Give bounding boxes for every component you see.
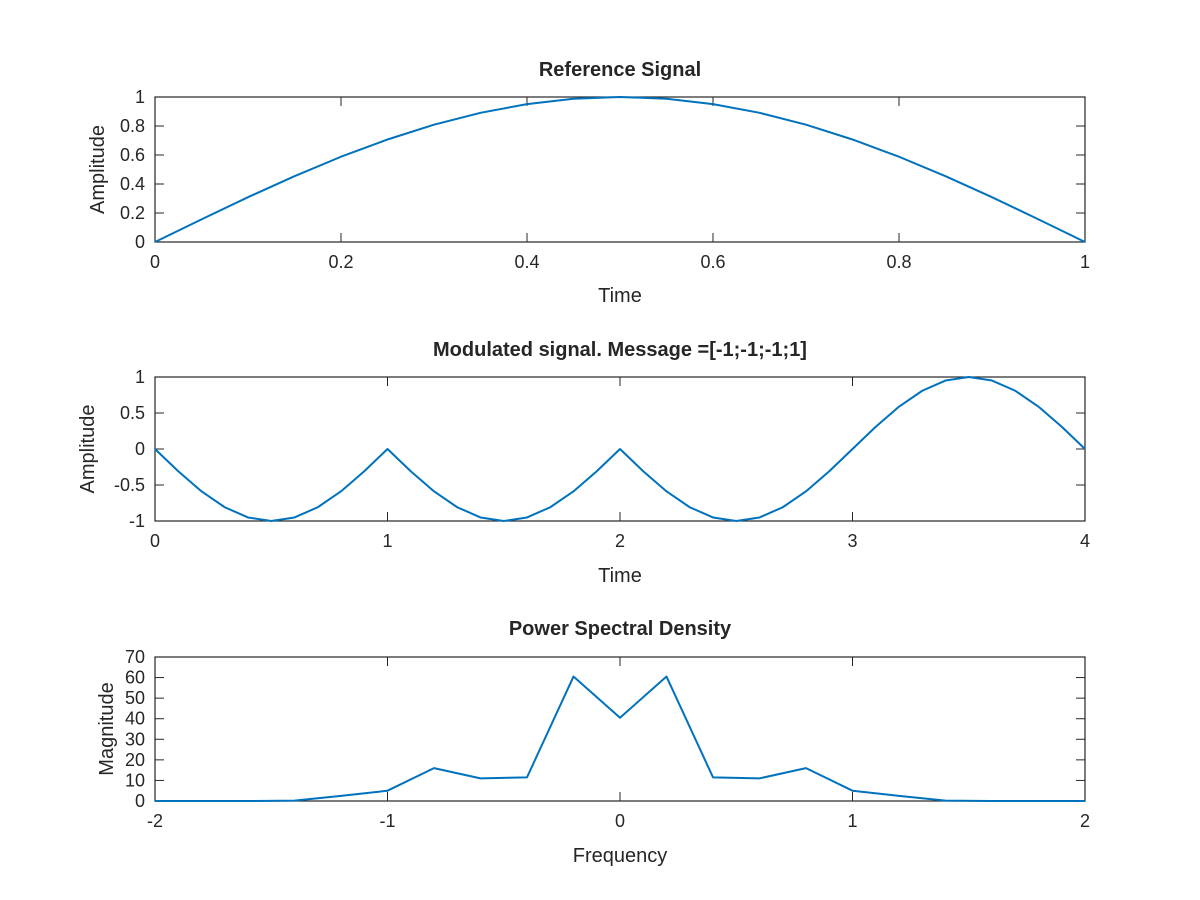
x-tick-label: 0.6	[700, 252, 725, 272]
x-tick-label: 0	[150, 252, 160, 272]
subplot-power-spectral-density: Power Spectral Density -2 -1 0 1 2 010203040…	[96, 618, 1090, 867]
y-tick-label: 0	[135, 439, 145, 459]
x-axis-label: Time	[598, 285, 642, 307]
x-ticks: -2 -1 0 1 2	[147, 657, 1090, 831]
series-line	[154, 376, 1086, 522]
subplot-modulated-signal: Modulated signal. Message =[-1;-1;-1;1] …	[77, 339, 1090, 587]
x-tick-label: -2	[147, 811, 163, 831]
x-ticks: 0 0.2 0.4 0.6 0.8 1	[150, 97, 1090, 272]
x-tick-label: 1	[847, 811, 857, 831]
y-ticks: 0 0.2 0.4 0.6 0.8 1	[120, 87, 1085, 252]
y-tick-label: 60	[125, 668, 145, 688]
y-tick-label: 0.5	[120, 403, 145, 423]
y-tick-label: 1	[135, 367, 145, 387]
y-tick-label: 10	[125, 770, 145, 790]
x-tick-label: 2	[1080, 811, 1090, 831]
x-tick-label: 0.2	[328, 252, 353, 272]
y-ticks: -1 -0.5 0 0.5 1	[114, 367, 1085, 531]
x-tick-label: 0.4	[514, 252, 539, 272]
series-line	[155, 675, 1085, 802]
x-tick-label: 3	[847, 531, 857, 551]
x-axis-label: Frequency	[573, 845, 668, 867]
y-tick-label: 20	[125, 750, 145, 770]
subplot-title: Power Spectral Density	[509, 618, 732, 640]
x-tick-label: 4	[1080, 531, 1090, 551]
x-tick-label: 0	[615, 811, 625, 831]
y-tick-label: 70	[125, 647, 145, 667]
subplot-reference-signal: Reference Signal 0 0.2 0.4 0.6 0.8 1 00.20.40…	[87, 59, 1090, 307]
x-tick-label: 1	[1080, 252, 1090, 272]
series-line	[154, 96, 1086, 243]
y-tick-label: 0.8	[120, 116, 145, 136]
x-axis-label: Time	[598, 565, 642, 587]
y-tick-label: 0.6	[120, 145, 145, 165]
y-tick-label: -0.5	[114, 475, 145, 495]
y-tick-label: 0.4	[120, 174, 145, 194]
x-tick-label: 2	[615, 531, 625, 551]
y-tick-label: 30	[125, 729, 145, 749]
y-tick-label: -1	[129, 511, 145, 531]
axes-frame	[154, 656, 1086, 802]
y-axis-label: Amplitude	[77, 405, 99, 494]
y-axis-label: Magnitude	[96, 682, 118, 775]
y-axis-label: Amplitude	[87, 125, 109, 214]
axes-frame	[154, 96, 1086, 243]
subplot-title: Modulated signal. Message =[-1;-1;-1;1]	[433, 339, 807, 361]
y-tick-label: 40	[125, 709, 145, 729]
y-tick-label: 0.2	[120, 203, 145, 223]
x-ticks: 0 1 2 3 4	[150, 377, 1090, 551]
y-tick-label: 1	[135, 87, 145, 107]
x-tick-label: 1	[382, 531, 392, 551]
y-tick-label: 0	[135, 232, 145, 252]
y-tick-label: 0	[135, 791, 145, 811]
x-tick-label: 0	[150, 531, 160, 551]
x-tick-label: 0.8	[886, 252, 911, 272]
x-tick-label: -1	[379, 811, 395, 831]
y-tick-label: 50	[125, 688, 145, 708]
subplot-title: Reference Signal	[539, 59, 701, 81]
